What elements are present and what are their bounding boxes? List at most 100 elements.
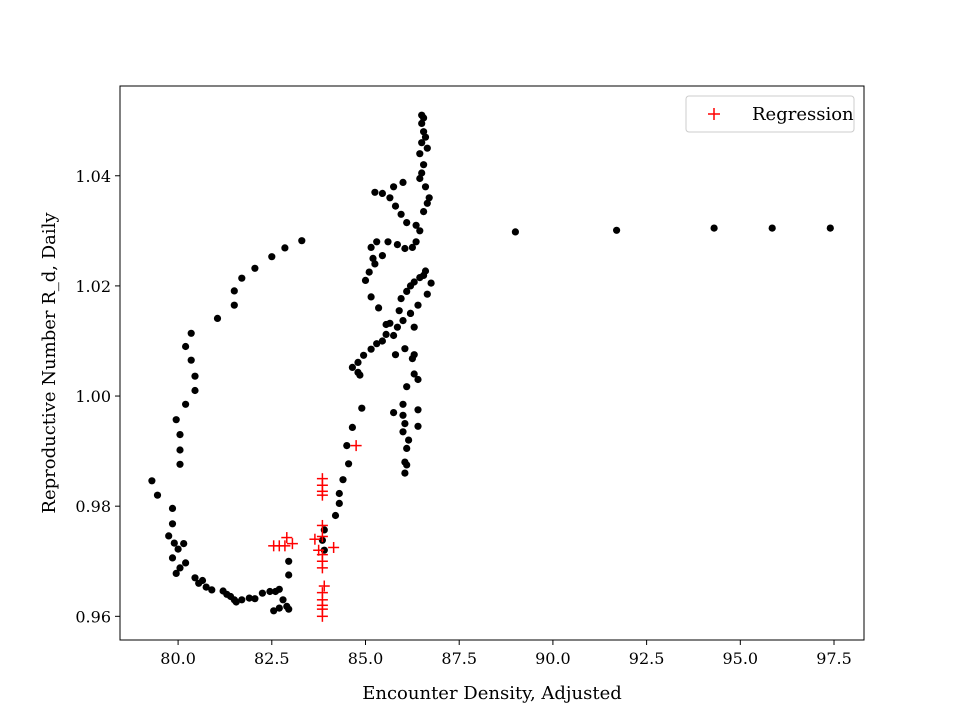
regression-point bbox=[279, 540, 291, 552]
data-point bbox=[230, 301, 238, 309]
data-point bbox=[416, 150, 424, 158]
data-point bbox=[251, 595, 259, 603]
data-point bbox=[395, 307, 403, 315]
x-tick-label: 85.0 bbox=[348, 649, 384, 668]
data-point bbox=[420, 128, 428, 136]
data-point bbox=[405, 436, 413, 444]
data-point bbox=[425, 194, 433, 202]
regression-point bbox=[316, 489, 328, 501]
data-point bbox=[399, 400, 407, 408]
data-point bbox=[373, 238, 381, 246]
data-point bbox=[285, 571, 293, 579]
data-point bbox=[423, 144, 431, 152]
data-point bbox=[382, 320, 390, 329]
data-point bbox=[401, 345, 409, 353]
data-point bbox=[401, 420, 409, 428]
data-point bbox=[354, 358, 362, 366]
data-point bbox=[354, 368, 362, 376]
data-point bbox=[391, 202, 400, 210]
data-point bbox=[339, 476, 347, 484]
data-point bbox=[367, 345, 375, 353]
data-point bbox=[182, 559, 190, 567]
data-point bbox=[410, 351, 418, 359]
data-point bbox=[202, 583, 210, 591]
data-point bbox=[406, 309, 415, 317]
data-point bbox=[172, 569, 180, 578]
data-point bbox=[182, 342, 190, 351]
data-point bbox=[279, 596, 287, 604]
data-point bbox=[378, 189, 386, 197]
data-point bbox=[403, 287, 411, 295]
data-point bbox=[251, 264, 259, 272]
data-point bbox=[390, 183, 398, 191]
data-point bbox=[423, 290, 431, 298]
data-point bbox=[345, 460, 353, 468]
data-point bbox=[423, 199, 431, 207]
data-point bbox=[285, 605, 293, 613]
data-point bbox=[191, 372, 199, 380]
data-point bbox=[298, 237, 306, 245]
regression-point bbox=[316, 610, 328, 622]
data-point bbox=[410, 323, 418, 331]
data-point bbox=[176, 431, 184, 439]
data-point bbox=[399, 317, 407, 325]
data-point bbox=[408, 243, 416, 251]
data-point bbox=[397, 295, 405, 303]
data-point bbox=[187, 329, 195, 337]
data-point bbox=[403, 444, 411, 452]
data-point bbox=[198, 576, 207, 585]
data-point bbox=[613, 226, 621, 234]
y-tick-label: 1.02 bbox=[75, 277, 111, 296]
data-point bbox=[418, 119, 426, 127]
data-point bbox=[375, 304, 383, 312]
legend-entry-regression: Regression bbox=[752, 104, 854, 125]
data-point bbox=[270, 607, 278, 615]
data-point bbox=[331, 511, 340, 520]
data-point bbox=[371, 188, 379, 196]
data-point bbox=[418, 169, 426, 177]
data-point bbox=[416, 227, 424, 235]
data-point bbox=[382, 330, 390, 338]
regression-point bbox=[309, 533, 321, 545]
data-point bbox=[403, 219, 411, 227]
data-point bbox=[412, 221, 420, 229]
data-point bbox=[335, 499, 343, 507]
regression-point bbox=[286, 538, 298, 550]
data-point bbox=[360, 351, 368, 359]
data-point bbox=[165, 532, 173, 540]
x-tick-label: 87.5 bbox=[441, 649, 477, 668]
x-tick-label: 97.5 bbox=[816, 649, 852, 668]
data-point bbox=[268, 253, 276, 261]
data-point bbox=[367, 243, 375, 251]
data-point bbox=[378, 252, 386, 260]
y-tick-label: 1.00 bbox=[75, 387, 111, 406]
data-point bbox=[191, 574, 199, 582]
data-point bbox=[397, 210, 405, 218]
data-point bbox=[371, 260, 379, 268]
data-point bbox=[412, 238, 420, 246]
data-point bbox=[421, 133, 430, 141]
axis-ticks: 80.0 82.5 85.0 87.5 90.0 92.5 95.0 97.5 0.96 0.98… bbox=[75, 167, 851, 668]
y-tick-label: 1.04 bbox=[75, 167, 111, 186]
data-point bbox=[168, 520, 177, 528]
data-point bbox=[285, 557, 293, 565]
data-point bbox=[266, 587, 274, 596]
data-point bbox=[348, 363, 356, 371]
data-point bbox=[168, 504, 177, 512]
data-point bbox=[414, 422, 422, 430]
data-point bbox=[213, 314, 222, 322]
data-point bbox=[401, 469, 409, 477]
data-point bbox=[393, 241, 401, 249]
legend-box bbox=[685, 95, 855, 133]
plot-frame bbox=[119, 85, 865, 641]
data-point bbox=[427, 279, 435, 287]
data-point bbox=[281, 244, 289, 252]
data-point bbox=[365, 268, 373, 276]
data-point bbox=[232, 598, 240, 606]
data-point bbox=[403, 461, 411, 469]
x-tick-label: 92.5 bbox=[629, 649, 665, 668]
data-point bbox=[172, 416, 180, 424]
regression-point bbox=[316, 519, 328, 531]
